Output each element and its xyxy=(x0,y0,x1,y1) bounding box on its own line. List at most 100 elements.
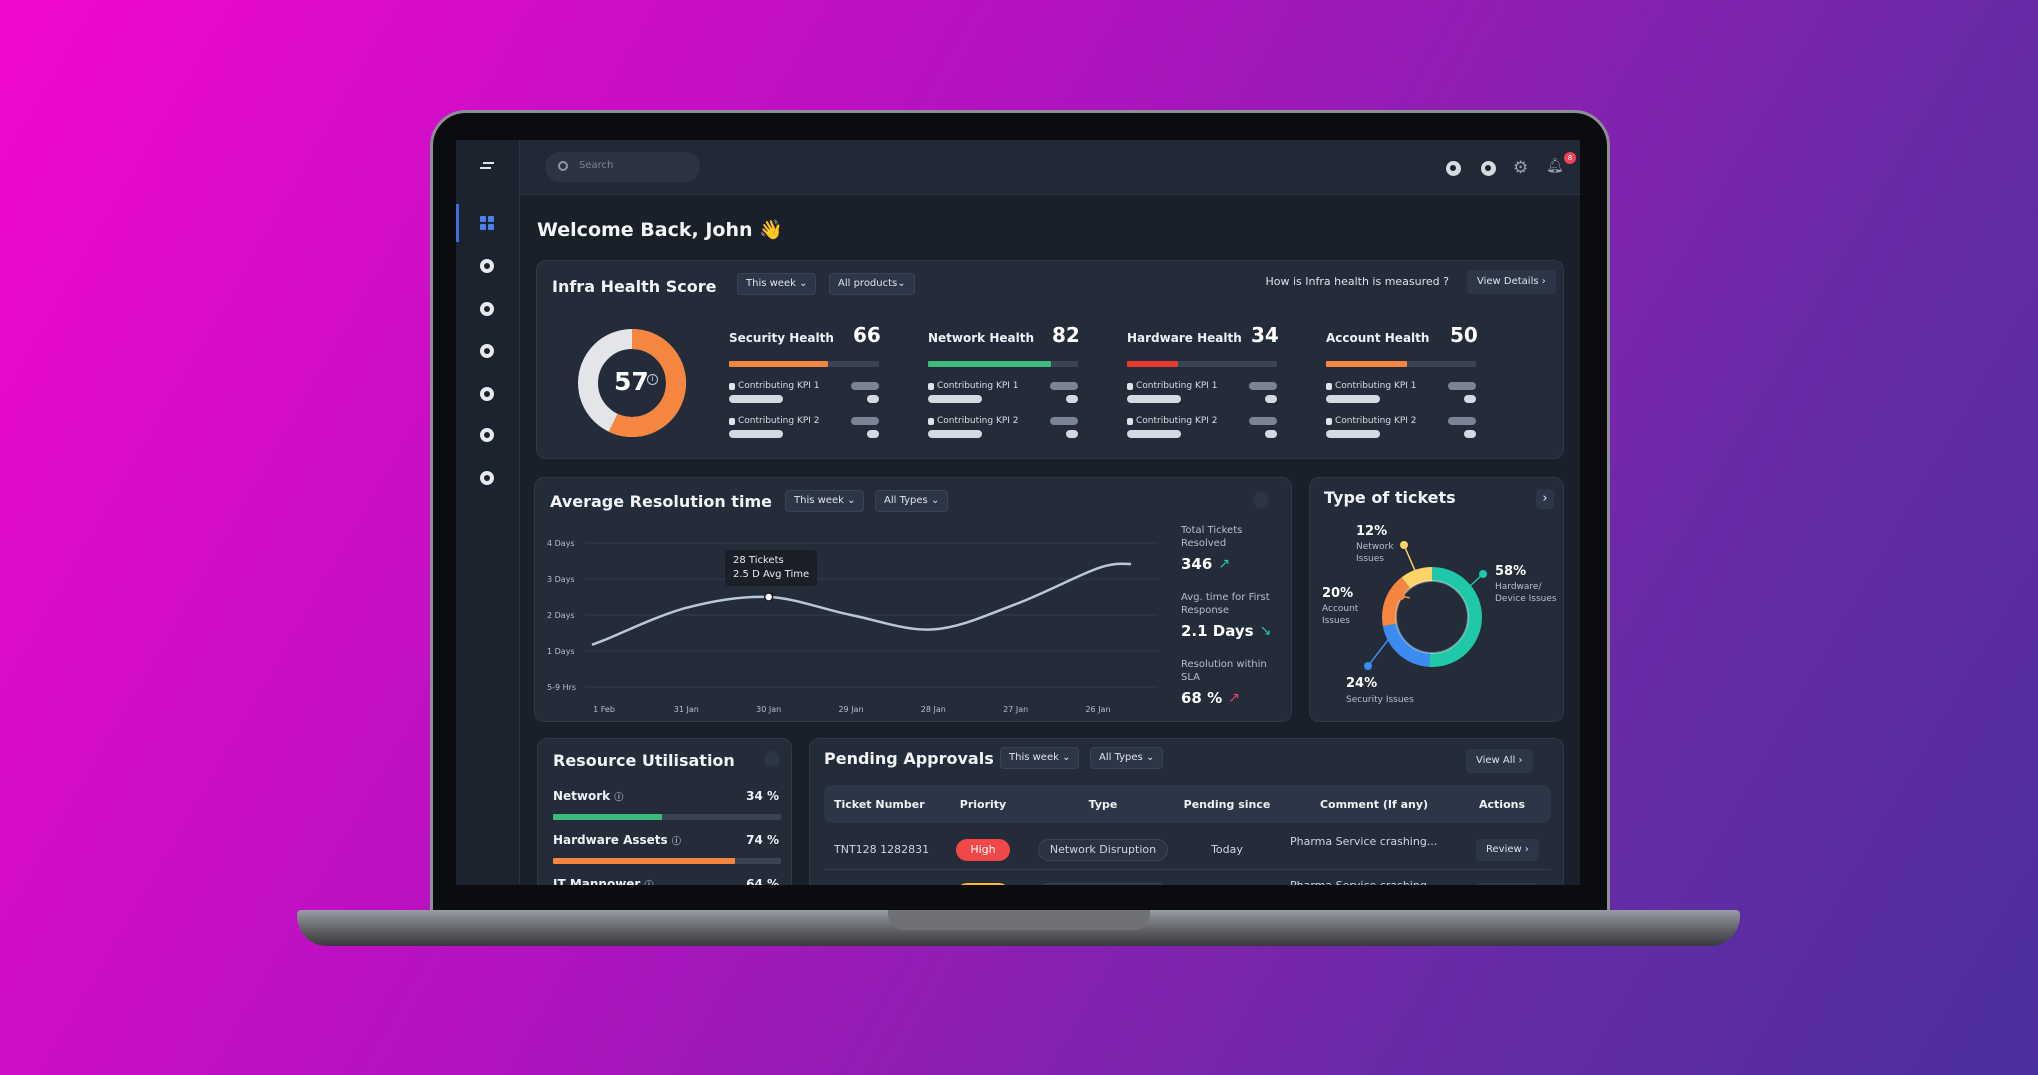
metric-bar-fill xyxy=(1326,361,1407,367)
kpi-bar-placeholder xyxy=(1326,395,1380,403)
infra-measure-link[interactable]: How is Infra health is measured ? xyxy=(1265,275,1449,288)
products-dropdown[interactable]: All products⌄ xyxy=(829,273,915,295)
help-icon[interactable] xyxy=(1446,161,1461,176)
segment-label-line1: Hardware/ xyxy=(1495,582,1542,592)
info-icon[interactable]: ⓘ xyxy=(614,793,624,803)
segment-pct: 12% xyxy=(1356,524,1388,539)
more-icon[interactable] xyxy=(1253,492,1269,508)
types-dropdown[interactable]: All Types ⌄ xyxy=(875,490,949,512)
chevron-down-icon: ⌄ xyxy=(1145,752,1155,763)
nav-icon-6[interactable] xyxy=(480,471,494,485)
chevron-down-icon: ⌄ xyxy=(847,495,856,506)
ticket-number[interactable]: TNT128 1282831 xyxy=(834,843,930,856)
metric-value: 50 xyxy=(1450,323,1478,347)
resource-bar-track xyxy=(553,814,781,820)
stat-value: 68 % xyxy=(1181,689,1223,707)
info-icon[interactable]: ⓘ xyxy=(645,881,654,885)
column-header: Actions xyxy=(1479,798,1525,811)
metric-bar-fill xyxy=(1127,361,1178,367)
info-icon[interactable]: i xyxy=(647,374,658,385)
health-score-donut xyxy=(578,329,686,437)
nav-icon-2[interactable] xyxy=(480,302,494,316)
kpi-bar-placeholder xyxy=(867,395,879,403)
view-details-button[interactable]: View Details › xyxy=(1467,270,1556,294)
donut-segment[interactable] xyxy=(1382,567,1482,667)
segment-pct: 20% xyxy=(1322,586,1354,601)
kpi-bar-placeholder xyxy=(1127,395,1181,403)
sidebar xyxy=(456,140,520,885)
infra-health-card: Infra Health Score This week ⌄ All produ… xyxy=(536,260,1564,459)
donut-score-arc xyxy=(578,329,686,437)
kpi-value-placeholder xyxy=(1448,417,1476,425)
donut-segment[interactable] xyxy=(1382,567,1482,667)
gear-icon[interactable]: ⚙ xyxy=(1513,158,1529,178)
review-button[interactable]: Review › xyxy=(1476,839,1539,861)
trend-up-icon: ↗ xyxy=(1228,690,1240,706)
x-tick-label: 27 Jan xyxy=(1003,705,1028,714)
callout-dot xyxy=(1364,662,1372,670)
segment-label: Network Issues xyxy=(1356,541,1394,565)
stat-value: 2.1 Days xyxy=(1181,622,1254,640)
view-all-button[interactable]: View All › xyxy=(1466,749,1533,773)
period-value: This week xyxy=(1009,752,1059,763)
view-details-label: View Details xyxy=(1477,276,1539,287)
types-value: All Types xyxy=(884,495,928,506)
metric-bar-fill xyxy=(729,361,828,367)
types-dropdown[interactable]: All Types ⌄ xyxy=(1090,747,1164,769)
notification-bell-icon[interactable]: 🔔︎ xyxy=(1546,158,1564,174)
more-icon[interactable] xyxy=(764,751,780,767)
nav-icon-4[interactable] xyxy=(480,387,494,401)
search-placeholder: Search xyxy=(579,160,614,171)
resource-label: Hardware Assets ⓘ xyxy=(553,833,681,847)
metric-value: 34 xyxy=(1251,323,1279,347)
resource-label: IT Mannower ⓘ xyxy=(553,877,654,885)
metric-label: Hardware Health xyxy=(1127,331,1242,345)
resource-title: Resource Utilisation xyxy=(553,751,735,770)
kpi-dot xyxy=(928,418,934,425)
trend-down-icon: ↘ xyxy=(1259,623,1272,639)
ticket-types-card: Type of tickets › 58% Hardware/Device Iss… xyxy=(1309,477,1564,722)
kpi-bar-placeholder xyxy=(1464,395,1476,403)
segment-pct: 58% xyxy=(1495,564,1527,579)
kpi-bar-placeholder xyxy=(928,430,982,438)
infra-health-title: Infra Health Score xyxy=(552,277,717,296)
callout-dot xyxy=(1400,541,1408,549)
health-metric: Security Health 66 Contributing KPI 1 Contr… xyxy=(729,261,899,460)
pending-since: Today xyxy=(1211,843,1243,856)
y-tick-label: 2 Days xyxy=(547,611,575,620)
info-icon[interactable] xyxy=(1481,161,1496,176)
period-dropdown[interactable]: This week ⌄ xyxy=(1000,747,1080,769)
dashboard-grid-icon[interactable] xyxy=(480,216,494,230)
resource-label: Network ⓘ xyxy=(553,789,623,803)
row-divider xyxy=(824,869,1551,870)
kpi-dot xyxy=(1127,418,1133,425)
resource-bar-fill xyxy=(553,814,663,820)
review-button[interactable] xyxy=(1476,883,1538,885)
comment: Pharma Service crashing... xyxy=(1290,835,1438,848)
info-icon[interactable]: ⓘ xyxy=(671,837,681,847)
kpi-label: Contributing KPI 1 xyxy=(1335,381,1417,391)
period-dropdown[interactable]: This week ⌄ xyxy=(785,490,865,512)
kpi-dot xyxy=(729,383,735,390)
nav-icon-3[interactable] xyxy=(480,344,494,358)
nav-icon-5[interactable] xyxy=(480,428,494,442)
chevron-right-button[interactable]: › xyxy=(1536,489,1554,509)
kpi-label: Contributing KPI 2 xyxy=(1136,416,1218,426)
nav-icon-1[interactable] xyxy=(480,259,494,273)
column-header: Comment (If any) xyxy=(1319,798,1429,811)
ticket-types-title: Type of tickets xyxy=(1324,488,1456,507)
resource-name: IT Mannower xyxy=(553,877,641,885)
x-tick-label: 31 Jan xyxy=(674,705,699,714)
period-dropdown[interactable]: This week ⌄ xyxy=(737,273,817,295)
chevron-down-icon: ⌄ xyxy=(930,495,940,506)
resolution-line-chart: 5-9 Hrs 1 Days 2 Days 3 Days 4 Days 1 Feb 31 J… xyxy=(547,539,1158,714)
pending-approvals-card: Pending Approvals This week ⌄ All Types … xyxy=(809,738,1564,885)
menu-toggle-icon[interactable] xyxy=(480,160,494,172)
search-input[interactable]: Search xyxy=(545,152,700,182)
kpi-bar-placeholder xyxy=(729,395,783,403)
chart-tooltip: 28 Tickets 2.5 D Avg Time xyxy=(725,550,818,586)
kpi-bar-placeholder xyxy=(1265,430,1277,438)
data-point[interactable] xyxy=(763,592,774,602)
callout-dot xyxy=(1397,592,1405,600)
stat-label: Avg. time for First Response xyxy=(1181,592,1270,616)
